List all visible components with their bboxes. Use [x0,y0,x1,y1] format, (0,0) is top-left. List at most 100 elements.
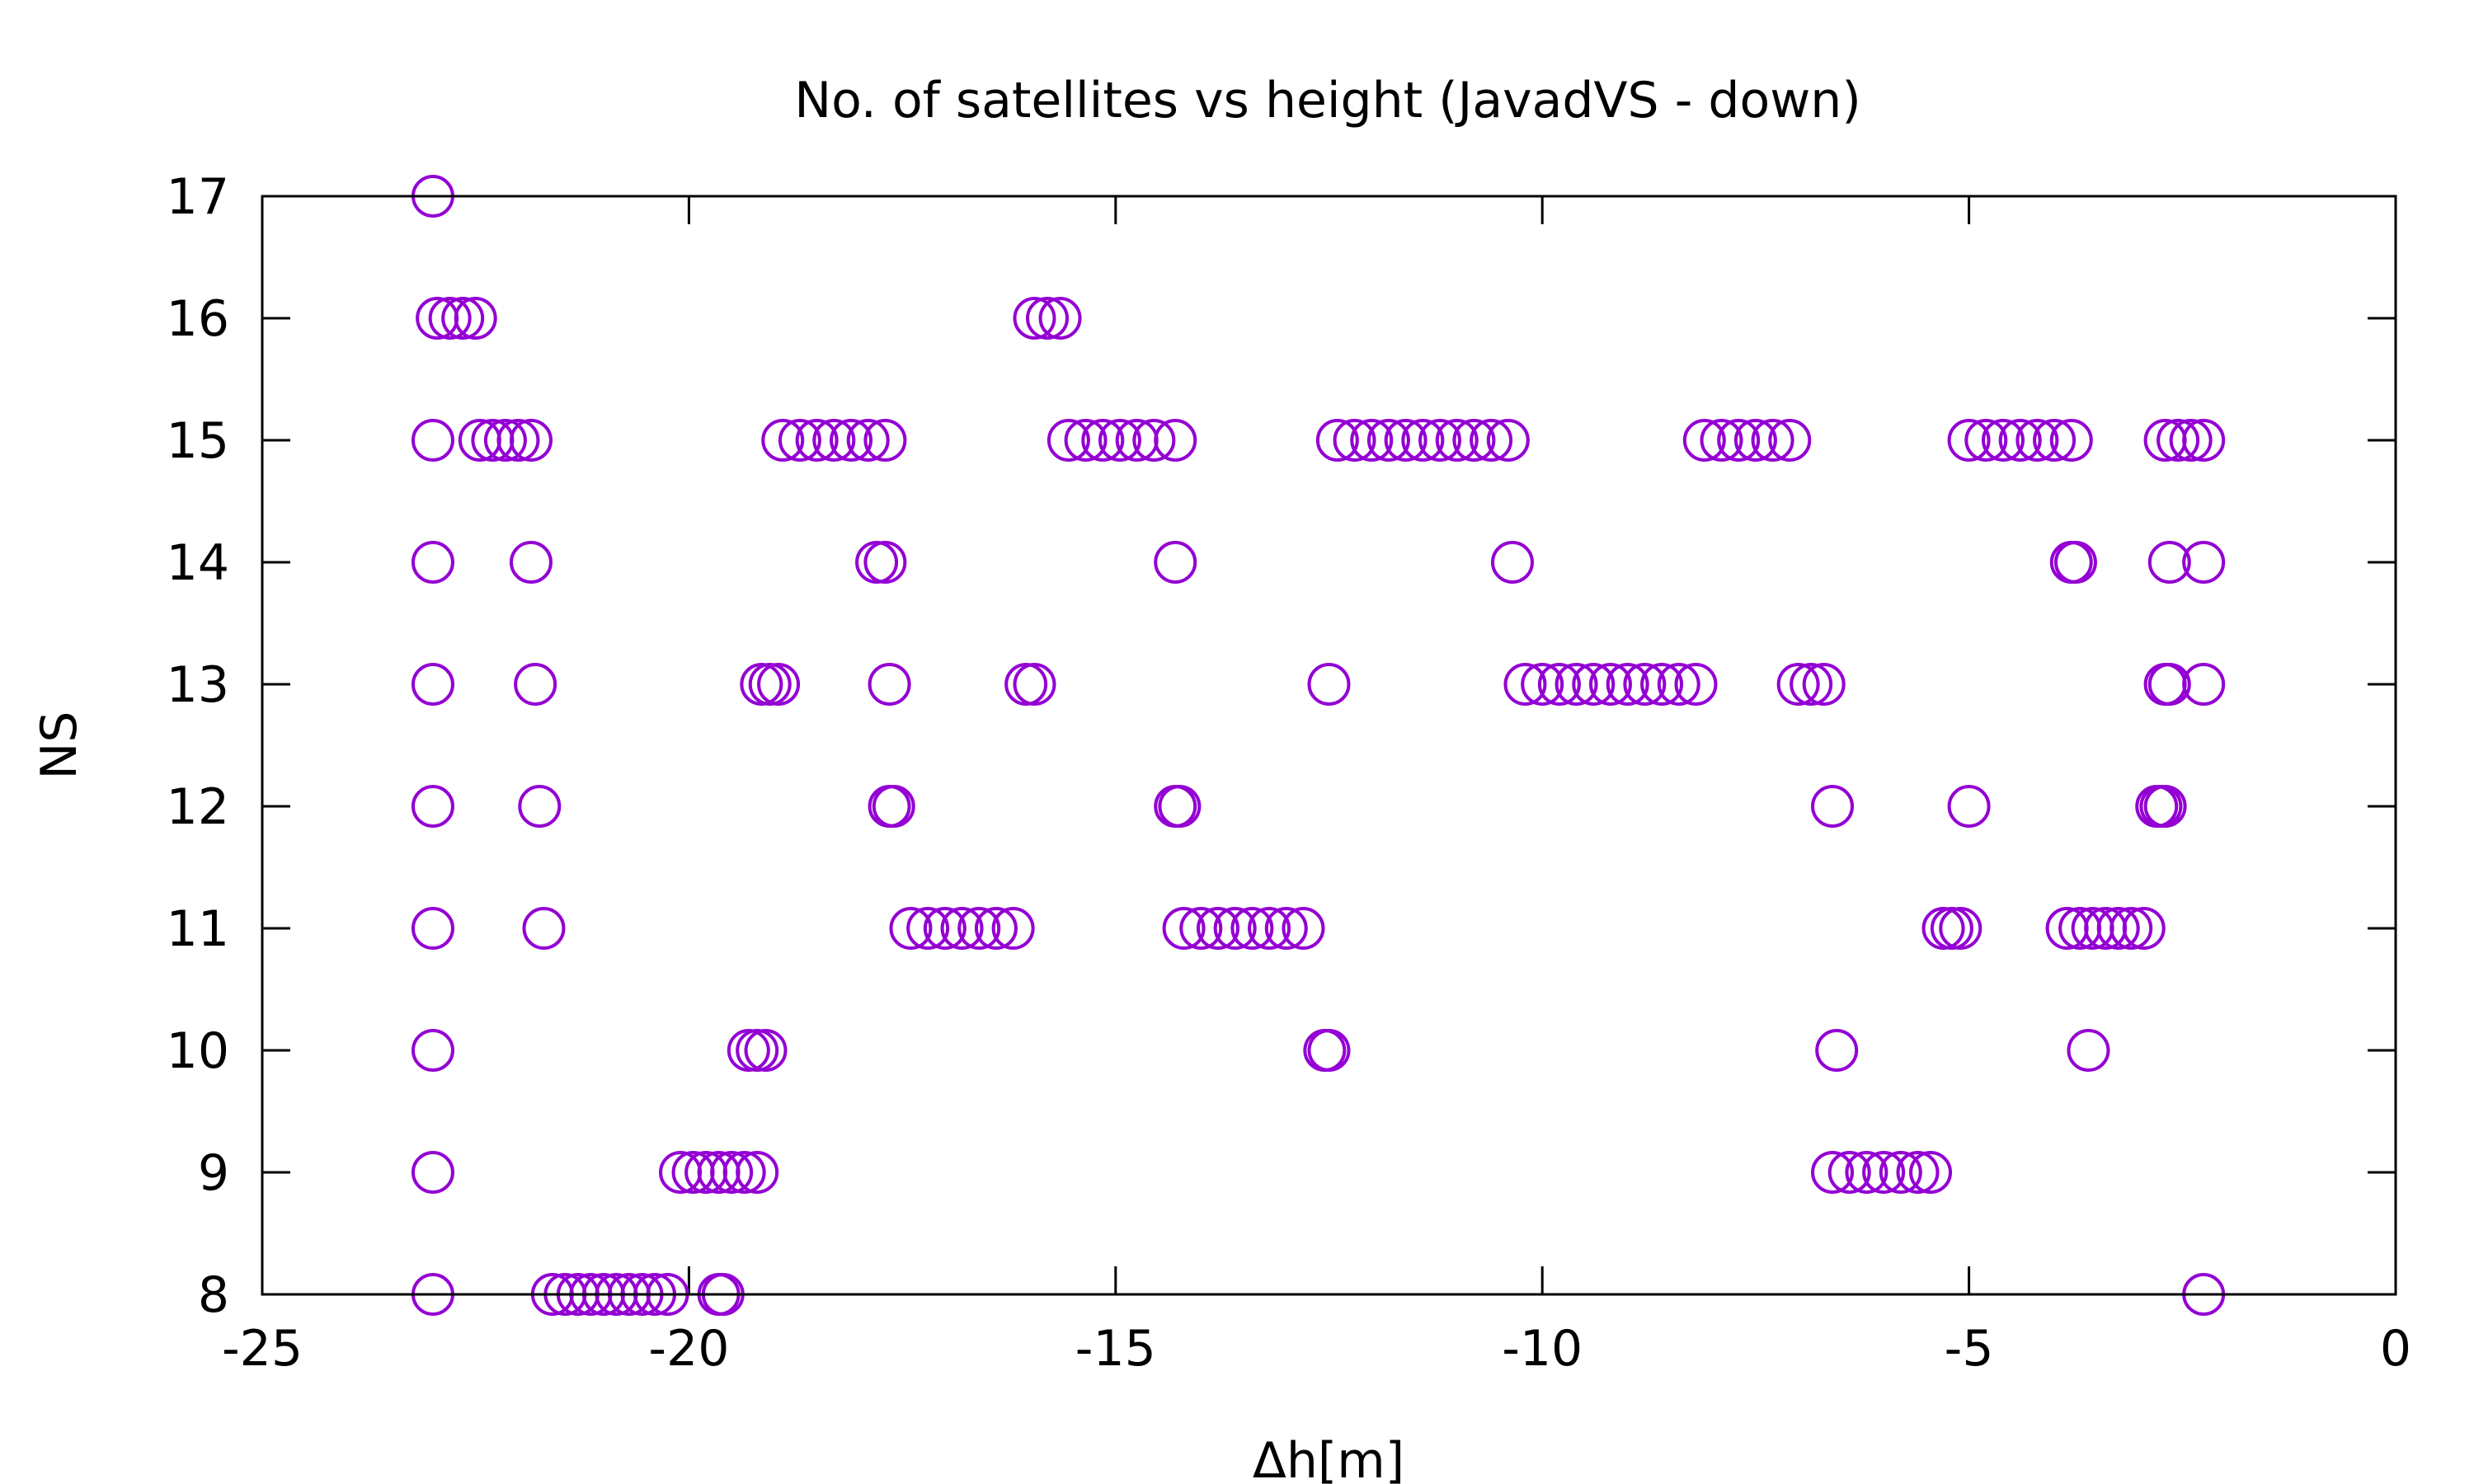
data-point [411,541,454,584]
y-tick-label: 17 [167,168,229,226]
data-point [1811,1151,1855,1194]
data-point [1776,663,1820,706]
data-point [1827,1151,1871,1194]
data-point [2143,785,2187,828]
plot-frame [261,195,2397,1296]
data-point [1947,785,1991,828]
data-point [1303,1029,1347,1072]
data-point [2143,663,2187,706]
data-point [1947,419,1991,462]
data-point [1213,907,1257,950]
data-point [2053,541,2097,584]
data-point [1811,785,1855,828]
data-point [2135,785,2179,828]
data-point [812,419,856,462]
data-point [411,1151,454,1194]
data-point [957,907,1001,950]
y-tick-label: 13 [167,656,229,714]
data-point [2139,785,2183,828]
data-point [889,907,933,950]
data-point [710,1151,754,1194]
data-point [722,1151,766,1194]
data-point [1179,907,1223,950]
y-tick-label: 14 [167,534,229,592]
data-point [1081,419,1125,462]
data-point [514,663,557,706]
data-point [1154,785,1197,828]
data-point [1307,663,1351,706]
data-point [1013,663,1056,706]
data-point [1554,663,1598,706]
data-point [778,419,821,462]
data-point [1879,1151,1922,1194]
data-point [1230,907,1274,950]
data-point [1845,1151,1888,1194]
data-point [1366,419,1410,462]
data-point [868,663,911,706]
data-point [761,419,805,462]
data-point [940,907,984,950]
data-point [1939,907,1982,950]
data-point [1717,419,1761,462]
data-point [1657,663,1700,706]
data-point [1026,297,1070,340]
data-point [2049,419,2093,462]
data-point [411,785,454,828]
data-point [830,419,873,462]
data-point [483,419,527,462]
data-point [757,663,801,706]
data-point [1307,1029,1351,1072]
data-point [1004,663,1048,706]
data-point [974,907,1018,950]
x-tick-label: -5 [1945,1320,1994,1378]
data-point [1452,419,1496,462]
x-tick-label: 0 [2380,1320,2411,1378]
data-point [1862,1151,1906,1194]
data-point [1674,663,1718,706]
data-point [2109,907,2153,950]
data-point [991,907,1035,950]
data-point [1038,297,1082,340]
y-tick-label: 11 [167,900,229,958]
data-point [1384,419,1427,462]
data-point [1315,419,1359,462]
data-point [2182,663,2226,706]
data-point [1733,419,1777,462]
data-point [1768,419,1812,462]
data-point [1815,1029,1859,1072]
data-point [2122,907,2166,950]
data-point [872,785,915,828]
data-point [1435,419,1479,462]
data-point [1964,419,2008,462]
data-point [1162,907,1206,950]
data-point [1264,907,1308,950]
data-point [2067,1029,2110,1072]
data-point [846,419,890,462]
data-point [855,541,899,584]
y-tick-label: 9 [198,1144,229,1202]
y-tick-label: 16 [167,290,229,348]
data-point [1930,907,1973,950]
data-point [1588,663,1632,706]
data-point [1537,663,1581,706]
data-point [1154,419,1197,462]
data-point [1623,663,1667,706]
data-point [1700,419,1743,462]
data-point [868,785,911,828]
data-point [509,541,553,584]
data-point [411,907,454,950]
data-point [411,1029,454,1072]
data-point [522,907,566,950]
data-point [454,297,497,340]
data-point [795,419,839,462]
data-point [1521,663,1564,706]
data-point [1064,419,1108,462]
data-point [863,419,907,462]
data-point [2147,541,2191,584]
axis-ticks: -25 -20 -15 -10 -5 0 8 9 10 11 12 13 14 15 16 17 [167,168,2411,1378]
y-tick-label: 15 [167,412,229,470]
data-point [441,297,485,340]
data-point [411,419,454,462]
data-point [1470,419,1513,462]
